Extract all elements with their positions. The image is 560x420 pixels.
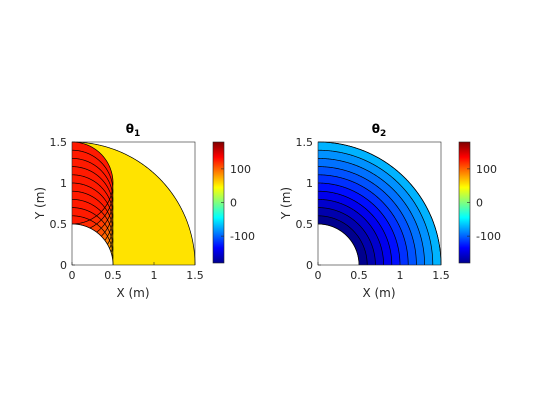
theta1-x-tick-label: 1.5 bbox=[186, 269, 204, 282]
theta1-y-tick-label: 0.5 bbox=[50, 218, 68, 231]
theta2-contour-line bbox=[318, 190, 393, 265]
theta1-band bbox=[72, 142, 113, 224]
theta1-contour-lines bbox=[72, 141, 196, 265]
theta2-y-axis-label: Y (m) bbox=[279, 187, 293, 220]
theta1-contour-line bbox=[72, 142, 114, 225]
theta1-contour-line bbox=[72, 207, 114, 265]
theta1-contour-line bbox=[72, 199, 114, 265]
theta2-inner-hole bbox=[318, 224, 359, 265]
theta2-panel: 0 0.5 1 1.5 0 0.5 1 1.5 θ2 X (m) Y (m) 100 0 -100 bbox=[279, 122, 501, 300]
theta2-y-tick-label: 0.5 bbox=[296, 218, 314, 231]
theta2-contour-line bbox=[318, 182, 401, 265]
theta1-contour-line bbox=[72, 190, 114, 265]
theta1-colorbar-ticks: 100 0 -100 bbox=[221, 163, 255, 243]
theta1-colorbar-tick-label: 100 bbox=[230, 163, 251, 176]
theta2-contour-line bbox=[318, 158, 425, 265]
theta2-contour-line bbox=[318, 149, 434, 265]
theta2-contour-line bbox=[318, 215, 368, 265]
theta2-y-tick-label: 1.5 bbox=[296, 136, 314, 149]
theta1-outer-boundary bbox=[72, 141, 196, 265]
theta1-contour-line bbox=[72, 149, 114, 233]
theta1-y-tick-label: 1 bbox=[60, 177, 67, 190]
theta2-axes-box bbox=[317, 141, 442, 266]
theta1-y-tick-label: 0 bbox=[60, 259, 67, 272]
theta1-contour-line bbox=[72, 215, 114, 265]
theta2-x-tick-label: 1.5 bbox=[432, 269, 450, 282]
theta2-ticks: 0 0.5 1 1.5 0 0.5 1 1.5 bbox=[296, 136, 450, 282]
theta2-x-tick-label: 0 bbox=[315, 269, 322, 282]
theta2-contour-line bbox=[318, 166, 417, 265]
theta1-ticks: 0 0.5 1 1.5 0 0.5 1 1.5 bbox=[50, 136, 204, 282]
theta2-contour-line bbox=[318, 207, 376, 265]
theta2-y-tick-label: 0 bbox=[306, 259, 313, 272]
theta2-contour-lines bbox=[318, 141, 442, 265]
theta2-colorbar-tick-label: 0 bbox=[476, 197, 483, 210]
theta1-x-axis-label: X (m) bbox=[116, 286, 149, 300]
theta2-inner-boundary bbox=[318, 223, 360, 265]
theta1-title: θ1 bbox=[126, 122, 141, 139]
theta2-contour-fill bbox=[318, 142, 441, 265]
theta1-y-axis-label: Y (m) bbox=[33, 187, 47, 220]
theta2-contour-line bbox=[318, 199, 384, 265]
theta1-panel: 0 0.5 1 1.5 0 0.5 1 1.5 θ1 X (m) Y (m) 100 0 -100 bbox=[33, 122, 255, 300]
theta2-colorbar-ticks: 100 0 -100 bbox=[467, 163, 501, 243]
theta1-colorbar-tick-label: -100 bbox=[230, 230, 255, 243]
theta1-x-tick-label: 1 bbox=[151, 269, 158, 282]
theta2-x-axis-label: X (m) bbox=[362, 286, 395, 300]
theta1-x-tick-label: 0.5 bbox=[104, 269, 122, 282]
theta2-x-tick-label: 1 bbox=[397, 269, 404, 282]
theta2-colorbar-tick-label: 100 bbox=[476, 163, 497, 176]
theta2-contour-line bbox=[318, 174, 409, 265]
theta1-inner-boundary bbox=[72, 223, 114, 265]
theta2-x-tick-label: 0.5 bbox=[350, 269, 368, 282]
theta1-colorbar-tick-label: 0 bbox=[230, 197, 237, 210]
theta2-outer-boundary bbox=[318, 141, 442, 265]
theta1-axes-box bbox=[71, 141, 196, 266]
theta1-y-tick-label: 1.5 bbox=[50, 136, 68, 149]
theta2-title: θ2 bbox=[372, 122, 387, 139]
theta1-contour-fill bbox=[72, 142, 195, 265]
theta2-colorbar-tick-label: -100 bbox=[476, 230, 501, 243]
theta2-y-tick-label: 1 bbox=[306, 177, 313, 190]
theta1-x-tick-label: 0 bbox=[69, 269, 76, 282]
